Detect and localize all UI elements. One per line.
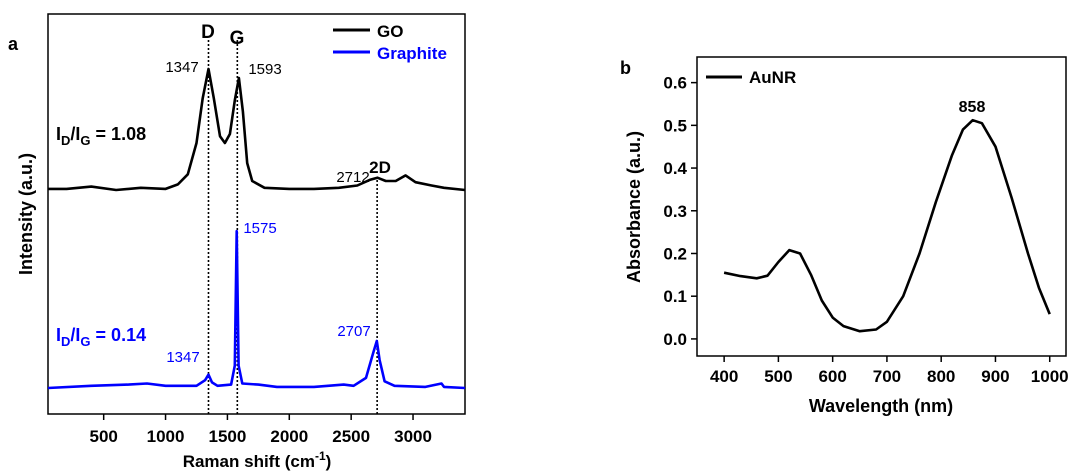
- y-tick-label: 0.1: [663, 287, 687, 306]
- gr-peak-2707: 2707: [337, 323, 370, 340]
- panel-b-frame: [696, 56, 1067, 357]
- x-tick-label: 2000: [270, 427, 308, 446]
- graphite-ratio: ID/IG = 0.14: [56, 325, 146, 349]
- x-tick-label: 3000: [394, 427, 432, 446]
- x-tick-label: 800: [927, 367, 955, 386]
- band-label-2d: 2D: [369, 158, 391, 177]
- peak-label-858: 858: [959, 99, 986, 116]
- legend-label-go: GO: [377, 22, 403, 41]
- go-ratio: ID/IG = 1.08: [56, 124, 146, 148]
- panel-b-series: [723, 118, 1051, 333]
- y-tick-label: 0.4: [663, 159, 687, 178]
- series-line-graphite: [47, 229, 466, 390]
- panel-b-x-axis-label: Wavelength (nm): [809, 396, 953, 416]
- panel-b-x-ticks: 400 500 600 700 800 900 1000: [710, 356, 1069, 386]
- x-tick-label: 1000: [147, 427, 185, 446]
- x-tick-label: 700: [873, 367, 901, 386]
- y-tick-label: 0.5: [663, 116, 687, 135]
- band-label-g: G: [230, 28, 245, 49]
- panel-b-y-ticks: 0.0 0.1 0.2 0.3 0.4 0.5 0.6: [663, 74, 697, 349]
- panel-a: a 500 1000 1500 2000 2500 3000 GO Graphite D …: [8, 13, 466, 471]
- go-peak-2712: 2712: [336, 169, 369, 186]
- y-tick-label: 0.0: [663, 330, 687, 349]
- x-tick-label: 1000: [1031, 367, 1069, 386]
- y-tick-label: 0.3: [663, 202, 687, 221]
- panel-b-y-axis-label: Absorbance (a.u.): [624, 131, 644, 283]
- panel-b: b 400 500 600 700 800 900 1000 0.0 0.1 0.2 0.3 0.4…: [620, 56, 1069, 416]
- band-label-d: D: [201, 22, 215, 43]
- band-lines: [207, 40, 378, 414]
- y-tick-label: 0.6: [663, 74, 687, 93]
- gr-peak-1347: 1347: [166, 349, 199, 366]
- y-tick-label: 0.2: [663, 244, 687, 263]
- panel-b-label: b: [620, 58, 631, 78]
- series-line-go: [48, 67, 466, 192]
- x-tick-label: 1500: [209, 427, 247, 446]
- x-tick-label: 400: [710, 367, 738, 386]
- panel-a-x-axis-label: Raman shift (cm-1): [183, 449, 332, 471]
- x-tick-label: 500: [89, 427, 117, 446]
- gr-peak-1575: 1575: [243, 220, 276, 237]
- panel-a-series: [47, 67, 466, 390]
- panel-a-label: a: [8, 34, 19, 54]
- series-line-aunr: [723, 118, 1051, 333]
- legend-label-graphite: Graphite: [377, 44, 447, 63]
- x-tick-label: 500: [764, 367, 792, 386]
- x-tick-label: 900: [981, 367, 1009, 386]
- go-peak-1593: 1593: [248, 61, 281, 78]
- panel-a-y-axis-label: Intensity (a.u.): [16, 153, 36, 275]
- x-tick-label: 2500: [332, 427, 370, 446]
- panel-a-frame: [47, 13, 466, 415]
- panel-a-x-ticks: 500 1000 1500 2000 2500 3000: [89, 414, 432, 446]
- x-tick-label: 600: [818, 367, 846, 386]
- go-peak-1347: 1347: [165, 59, 198, 76]
- legend-label-aunr: AuNR: [749, 68, 796, 87]
